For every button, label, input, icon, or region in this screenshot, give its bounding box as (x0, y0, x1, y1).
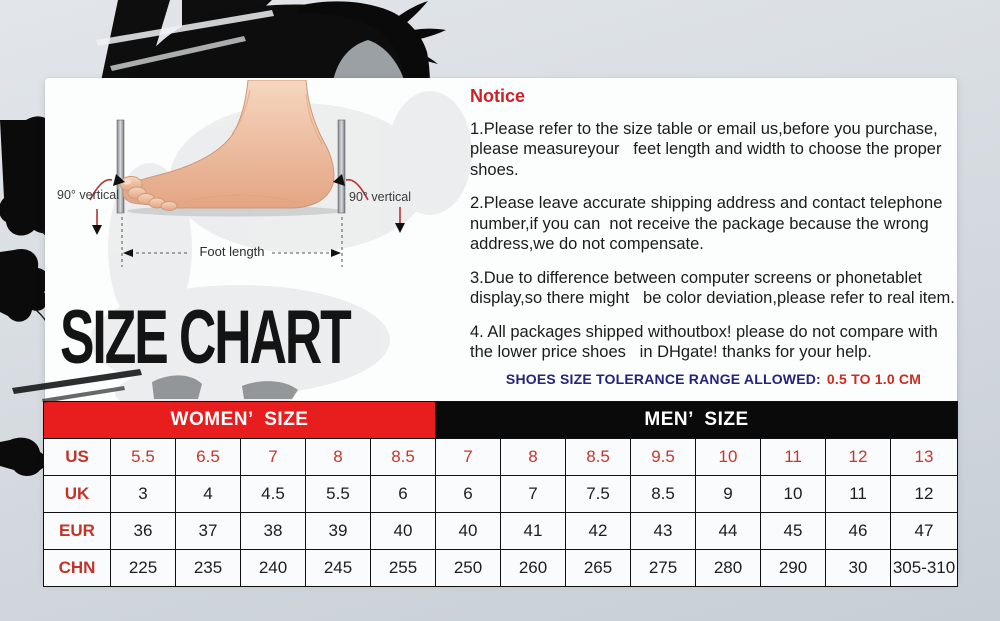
size-cell: 265 (565, 549, 632, 587)
size-cell: 245 (305, 549, 371, 587)
tolerance-label: SHOES SIZE TOLERANCE RANGE ALLOWED: (505, 371, 821, 387)
size-row-chn: CHN 225 235 240 245 255 250 260 265 275 280 290 30 30… (43, 549, 959, 587)
size-cell: 12 (825, 438, 892, 476)
size-cell: 36 (110, 512, 176, 550)
row-label: US (43, 438, 111, 476)
size-cell: 8.5 (369, 438, 437, 476)
men-size-header: MEN’ SIZE (435, 401, 959, 439)
foot-illustration (116, 80, 346, 217)
size-cell: 13 (890, 438, 959, 476)
row-label: CHN (43, 549, 111, 587)
size-cell: 8 (305, 438, 371, 476)
size-cell: 260 (500, 549, 567, 587)
foot-length-left-arrowhead (123, 249, 133, 257)
size-cell: 11 (825, 475, 892, 513)
left-angle-label: 90° vertical (57, 188, 119, 202)
measuring-bar-left (116, 119, 125, 214)
size-cell: 40 (369, 512, 437, 550)
size-cell: 43 (630, 512, 697, 550)
size-cell: 41 (500, 512, 567, 550)
graffiti-letters (100, 0, 272, 86)
size-cell: 8.5 (565, 438, 632, 476)
tolerance-value: 0.5 TO 1.0 CM (826, 371, 922, 387)
size-cell: 12 (890, 475, 959, 513)
size-cell: 3 (110, 475, 176, 513)
table-header-row: WOMEN’ SIZE MEN’ SIZE (42, 401, 959, 439)
size-cell: 11 (760, 438, 827, 476)
size-cell: 7 (240, 438, 306, 476)
size-cell: 255 (369, 549, 437, 587)
size-cell: 8 (500, 438, 567, 476)
size-cell: 275 (630, 549, 697, 587)
size-cell: 9 (695, 475, 762, 513)
size-cell: 42 (565, 512, 632, 550)
size-cell: 235 (175, 549, 241, 587)
size-row-us: US 5.5 6.5 7 8 8.5 7 8 8.5 9.5 10 11 12 13 (43, 438, 959, 476)
size-row-eur: EUR 36 37 38 39 40 40 41 42 43 44 45 46 47 (43, 512, 959, 550)
foot-shading (183, 89, 323, 203)
size-cell: 39 (305, 512, 371, 550)
size-cell: 290 (760, 549, 827, 587)
size-cell: 250 (435, 549, 502, 587)
size-cell: 7.5 (565, 475, 632, 513)
size-cell: 38 (240, 512, 306, 550)
women-size-header: WOMEN’ SIZE (42, 401, 437, 439)
notice-title: Notice (470, 86, 526, 106)
size-cell: 280 (695, 549, 762, 587)
left-arrowhead (113, 174, 125, 186)
notice-item-2: 2.Please leave accurate shipping address… (470, 194, 948, 254)
size-cell: 46 (825, 512, 892, 550)
measurement-annotations (89, 174, 405, 267)
size-cell: 6.5 (175, 438, 241, 476)
size-cell: 305-310 (890, 549, 959, 587)
row-label: EUR (43, 512, 111, 550)
size-cell: 4.5 (240, 475, 306, 513)
left-angle-arrow (89, 178, 113, 201)
size-cell: 6 (369, 475, 437, 513)
size-cell: 10 (760, 475, 827, 513)
size-cell: 37 (175, 512, 241, 550)
foot-length-label: Foot length (199, 244, 265, 259)
size-cell: 225 (110, 549, 176, 587)
size-table: WOMEN’ SIZE MEN’ SIZE US 5.5 6.5 7 8 8.5 7 8 8.5 9.… (42, 401, 959, 587)
drop-lines (121, 217, 343, 267)
size-cell: 240 (240, 549, 306, 587)
notice-item-1: 1.Please refer to the size table or emai… (470, 120, 947, 179)
foot-shape (122, 80, 335, 209)
row-label: UK (43, 475, 111, 513)
size-cell: 30 (825, 549, 892, 587)
notice-item-4: 4. All packages shipped withoutbox! plea… (470, 322, 943, 362)
size-cell: 7 (435, 438, 502, 476)
toes (119, 176, 178, 211)
size-cell: 40 (435, 512, 502, 550)
left-down-arrowhead (92, 225, 102, 235)
notice-block: Notice 1.Please refer to the size table … (470, 86, 962, 376)
right-down-arrowhead (395, 223, 405, 233)
size-cell: 45 (760, 512, 827, 550)
notice-item-3: 3.Due to difference between computer scr… (470, 268, 955, 308)
tolerance-note: SHOES SIZE TOLERANCE RANGE ALLOWED: 0.5 T… (470, 371, 957, 387)
size-cell: 5.5 (110, 438, 176, 476)
size-cell: 10 (695, 438, 762, 476)
size-cell: 4 (175, 475, 241, 513)
figure-silhouette (96, 1, 446, 86)
size-cell: 7 (500, 475, 567, 513)
size-cell: 6 (435, 475, 502, 513)
size-cell: 44 (695, 512, 762, 550)
page-title: SIZE CHART (60, 295, 352, 380)
size-cell: 5.5 (305, 475, 371, 513)
size-row-uk: UK 3 4 4.5 5.5 6 6 7 7.5 8.5 9 10 11 12 (43, 475, 959, 513)
right-angle-arrow (345, 178, 369, 201)
right-angle-label: 90° vertical (349, 190, 411, 204)
size-cell: 8.5 (630, 475, 697, 513)
foot-length-right-arrowhead (331, 249, 341, 257)
toenail (123, 179, 131, 185)
measuring-bar-right (337, 119, 346, 214)
size-cell: 9.5 (630, 438, 697, 476)
right-arrowhead (333, 174, 345, 186)
size-cell: 47 (890, 512, 959, 550)
